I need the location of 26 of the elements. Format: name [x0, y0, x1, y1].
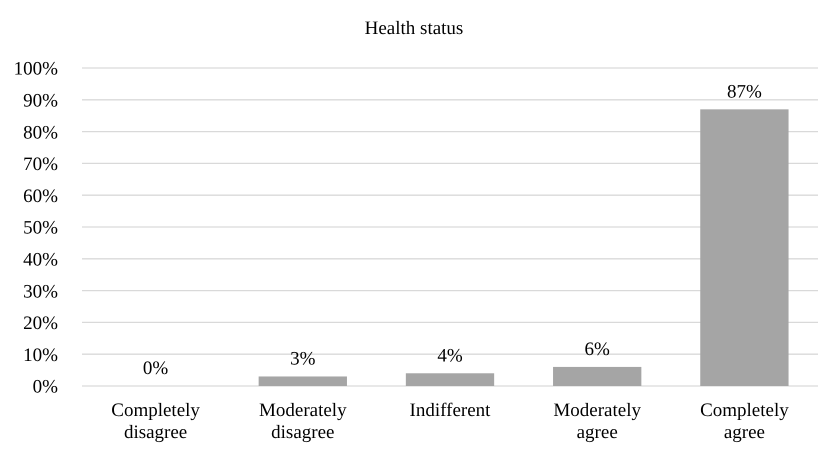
- data-label: 6%: [584, 338, 610, 360]
- x-tick-label: Indifferent: [410, 400, 492, 421]
- data-label: 4%: [437, 345, 463, 366]
- y-tick-label: 40%: [23, 249, 58, 270]
- y-tick-label: 70%: [23, 154, 58, 176]
- data-label: 3%: [290, 348, 316, 370]
- data-label: 0%: [142, 358, 168, 379]
- y-tick-label: 20%: [23, 313, 58, 334]
- bar: [258, 376, 347, 386]
- x-tick-label: Moderately disagree: [259, 400, 348, 443]
- bar: [406, 373, 494, 386]
- x-tick-label: Completely agree: [700, 400, 790, 443]
- x-tick-label: Moderately agree: [553, 400, 642, 443]
- chart-title: Health status: [364, 18, 464, 39]
- y-tick-label: 80%: [23, 122, 58, 144]
- y-tick-label: 100%: [14, 58, 58, 80]
- y-tick-label: 90%: [23, 90, 58, 112]
- bar: [700, 109, 789, 386]
- y-tick-label: 60%: [23, 186, 58, 207]
- y-tick-label: 0%: [32, 376, 58, 398]
- y-tick-label: 10%: [23, 344, 58, 366]
- y-tick-label: 50%: [23, 218, 58, 239]
- data-label: 87%: [726, 81, 762, 102]
- y-tick-label: 30%: [23, 281, 58, 302]
- bar: [553, 366, 642, 386]
- x-tick-label: Completely disagree: [111, 400, 200, 443]
